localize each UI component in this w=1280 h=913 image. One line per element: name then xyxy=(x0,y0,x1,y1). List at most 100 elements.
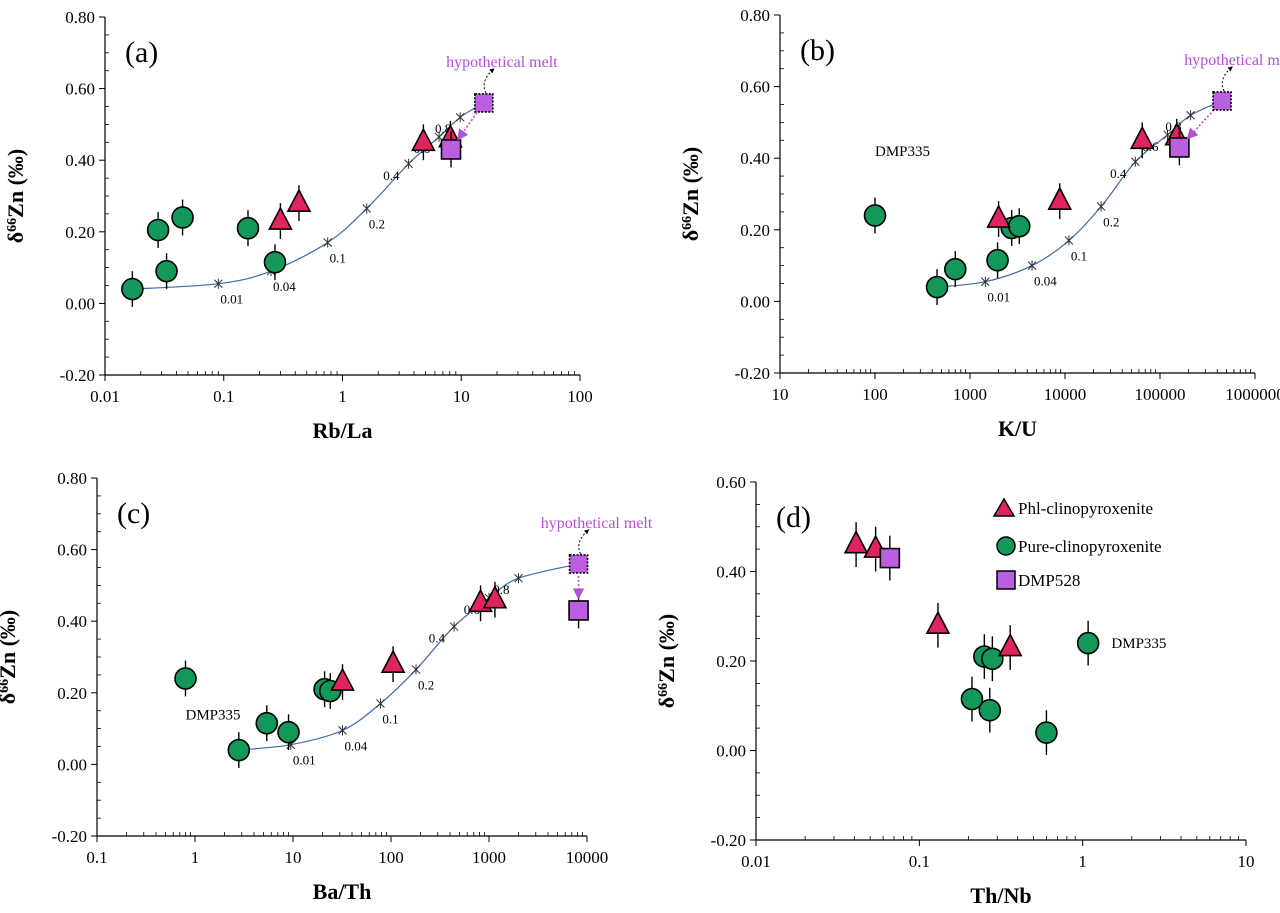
hypothetical-melt-point xyxy=(568,554,589,574)
panel-label: (c) xyxy=(117,497,150,530)
pure-clinopyroxenite-point xyxy=(236,216,260,240)
x-tick-label: 0.1 xyxy=(86,848,107,867)
y-tick-label: -0.20 xyxy=(735,364,770,383)
x-tick-label: 10000 xyxy=(566,848,609,867)
legend-item-dmp528: DMP528 xyxy=(996,570,1080,590)
x-tick-label: 10 xyxy=(285,848,302,867)
y-axis-title: δ66Zn (‰) xyxy=(3,149,28,243)
curve-mark xyxy=(1027,260,1037,271)
y-tick-label: 0.00 xyxy=(65,294,95,313)
curve-mark xyxy=(1130,156,1140,167)
melt-label-leader xyxy=(578,529,590,555)
legend-label: DMP528 xyxy=(1018,571,1080,590)
curve-fraction-label: 0.04 xyxy=(345,738,368,753)
panel-c: -0.20 0.00 0.20 0.40 0.60 0.80 0.1 1 10 100 1000 10… xyxy=(0,469,653,904)
y-tick-label: 0.20 xyxy=(740,221,770,240)
curve-fraction-label: 0.1 xyxy=(1071,249,1087,264)
phl-clinopyroxenite-point xyxy=(925,610,951,635)
curve-mark xyxy=(323,237,333,248)
x-axis-title: Rb/La xyxy=(313,418,373,443)
sample-annotation: DMP335 xyxy=(186,707,241,723)
panel-label: (b) xyxy=(800,34,835,67)
curve-fraction-label: 0.4 xyxy=(429,631,446,646)
phl-clinopyroxenite-point xyxy=(411,127,436,152)
legend-label: Phl-clinopyroxenite xyxy=(1018,499,1153,518)
legend-item-phl-clinopyroxenite: Phl-clinopyroxenite xyxy=(992,497,1153,518)
dmp528-point xyxy=(1169,137,1190,158)
curve-fraction-label: 0.2 xyxy=(369,217,385,232)
x-tick-label: 10 xyxy=(772,385,789,404)
phl-clinopyroxenite-point xyxy=(330,667,355,691)
x-tick-label: 10 xyxy=(453,387,470,406)
y-tick-label: -0.20 xyxy=(711,831,746,850)
y-tick-label: 0.20 xyxy=(57,684,87,703)
x-tick-label: 1000000 xyxy=(1225,385,1280,404)
curve-mark xyxy=(376,698,385,709)
curve-fraction-label: 0.1 xyxy=(382,712,398,727)
y-tick-label: 0.60 xyxy=(65,80,95,99)
melt-label-leader xyxy=(1221,66,1233,92)
hypothetical-melt-point xyxy=(474,93,494,113)
x-tick-label: 1000 xyxy=(472,848,506,867)
legend-circle-marker xyxy=(996,536,1016,556)
pure-clinopyroxenite-point xyxy=(263,250,287,274)
x-tick-label: 1 xyxy=(1078,852,1087,871)
x-axis-title: K/U xyxy=(998,416,1037,441)
dmp528-point xyxy=(440,139,462,160)
x-tick-label: 0.01 xyxy=(90,387,120,406)
x-tick-label: 0.1 xyxy=(909,852,930,871)
phl-clinopyroxenite-point xyxy=(997,632,1023,657)
hypothetical-melt-point xyxy=(1212,91,1232,111)
panel-b: -0.20 0.00 0.20 0.40 0.60 0.80 10 100 1000 10000 1… xyxy=(678,6,1280,441)
x-tick-label: 0.1 xyxy=(213,387,234,406)
phl-clinopyroxenite-point xyxy=(380,649,406,673)
pure-clinopyroxenite-point xyxy=(121,277,144,301)
curve-mark xyxy=(213,278,223,289)
y-tick-label: 0.80 xyxy=(57,469,87,488)
y-tick-label: 0.60 xyxy=(716,473,746,492)
pure-clinopyroxenite-point xyxy=(986,248,1009,272)
y-tick-label: 0.60 xyxy=(740,78,770,97)
curve-fraction-label: 0.4 xyxy=(1110,166,1127,181)
y-tick-label: 0.40 xyxy=(57,612,87,631)
curve-fraction-label: 0.04 xyxy=(273,279,296,294)
y-axis-title: δ66Zn (‰) xyxy=(0,610,20,704)
y-tick-label: 0.80 xyxy=(65,8,95,27)
x-tick-label: 10000 xyxy=(1044,385,1087,404)
phl-clinopyroxenite-point xyxy=(286,188,312,212)
curve-mark xyxy=(449,621,459,632)
curve-mark xyxy=(362,203,372,214)
pure-clinopyroxenite-point xyxy=(863,204,887,227)
hypothetical-melt-label: hypothetical melt xyxy=(541,515,653,532)
pure-clinopyroxenite-point xyxy=(960,687,984,711)
curve-mark xyxy=(455,112,465,123)
pure-clinopyroxenite-point xyxy=(255,711,279,735)
x-tick-label: 100 xyxy=(378,848,404,867)
y-tick-label: 0.80 xyxy=(740,6,770,25)
curve-mark xyxy=(404,158,413,169)
x-tick-label: 0.01 xyxy=(741,852,771,871)
x-axis-title: Th/Nb xyxy=(970,883,1031,908)
curve-fraction-label: 0.2 xyxy=(1103,215,1119,230)
x-tick-label: 100 xyxy=(862,385,888,404)
pure-clinopyroxenite-point xyxy=(1035,721,1058,744)
pure-clinopyroxenite-point xyxy=(227,738,251,762)
curve-mark xyxy=(338,725,347,736)
x-tick-label: 100000 xyxy=(1135,385,1186,404)
pure-clinopyroxenite-point xyxy=(925,275,949,299)
pure-clinopyroxenite-point xyxy=(277,720,300,744)
x-tick-label: 1000 xyxy=(953,385,987,404)
curve-mark xyxy=(980,276,990,287)
phl-clinopyroxenite-point xyxy=(986,204,1011,228)
legend-triangle-marker xyxy=(992,497,1016,517)
curve-fraction-label: 0.4 xyxy=(383,168,400,183)
pure-clinopyroxenite-point xyxy=(171,206,194,229)
y-tick-label: 0.00 xyxy=(716,742,746,761)
pure-clinopyroxenite-point xyxy=(146,218,170,242)
y-tick-label: 0.00 xyxy=(57,755,87,774)
panel-label: (a) xyxy=(125,36,158,69)
legend: Phl-clinopyroxenite Pure-clinopyroxenite… xyxy=(992,497,1162,590)
panel-d: -0.20 0.00 0.20 0.40 0.60 0.01 0.1 1 10 Th/Nb δ66Z… xyxy=(654,473,1255,908)
sample-annotation: DMP335 xyxy=(875,144,930,160)
curve-mark xyxy=(1186,110,1195,121)
